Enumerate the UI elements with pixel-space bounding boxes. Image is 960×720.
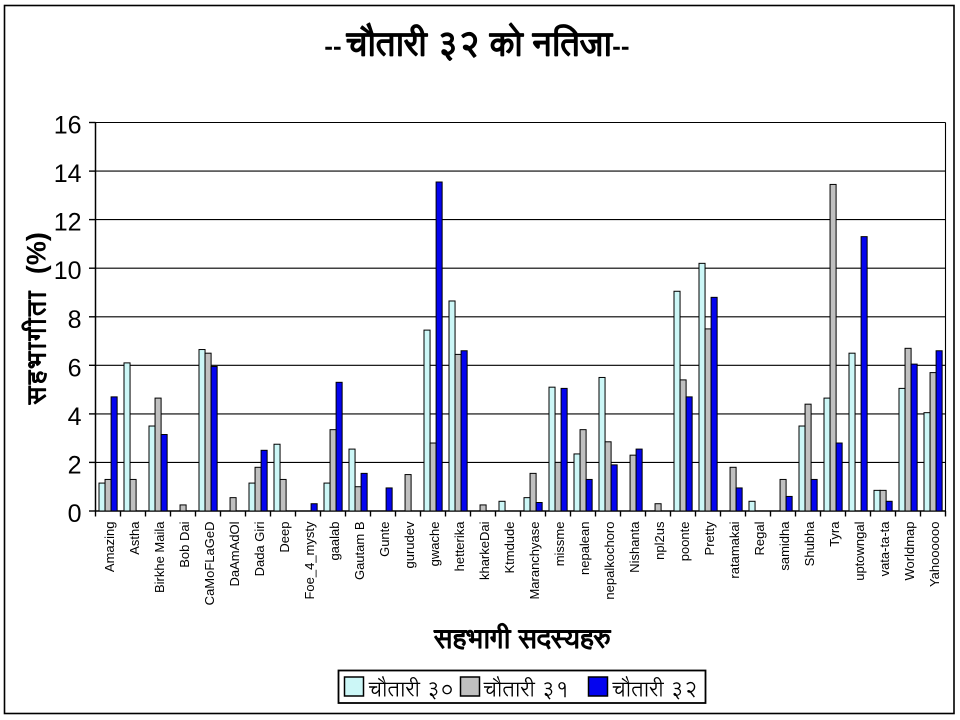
svg-text:10: 10	[54, 257, 82, 285]
svg-text:ratamakai: ratamakai	[727, 521, 742, 578]
svg-text:Gautam B: Gautam B	[352, 522, 367, 581]
svg-text:Amazing: Amazing	[102, 522, 117, 573]
svg-text:Maranchyase: Maranchyase	[527, 522, 542, 600]
svg-text:Deep: Deep	[277, 522, 292, 553]
svg-text:gurudev: gurudev	[402, 521, 417, 568]
svg-text:6: 6	[68, 354, 82, 382]
svg-text:vata-ta-ta: vata-ta-ta	[877, 521, 892, 577]
svg-text:Foe_4_mysty: Foe_4_mysty	[302, 521, 317, 600]
svg-text:Worldmap: Worldmap	[902, 522, 917, 581]
svg-text:Bob Dai: Bob Dai	[177, 521, 192, 567]
svg-text:Yahoooooo: Yahoooooo	[927, 522, 942, 588]
svg-text:Astha: Astha	[127, 521, 142, 555]
svg-text:missme: missme	[552, 522, 567, 567]
svg-text:Gunte: Gunte	[377, 522, 392, 557]
svg-text:2: 2	[68, 451, 82, 479]
svg-text:npl2us: npl2us	[652, 521, 667, 560]
svg-text:Ktmdude: Ktmdude	[502, 522, 517, 574]
svg-text:Tyra: Tyra	[827, 521, 842, 547]
svg-text:nepalkochoro: nepalkochoro	[602, 522, 617, 600]
svg-text:CaMoFLaGeD: CaMoFLaGeD	[202, 522, 217, 606]
svg-text:12: 12	[54, 209, 82, 237]
svg-text:Birkhe Maila: Birkhe Maila	[152, 521, 167, 593]
svg-text:DaAmAdOl: DaAmAdOl	[227, 521, 242, 586]
svg-text:Pretty: Pretty	[702, 521, 717, 555]
svg-text:14: 14	[54, 160, 82, 188]
svg-text:samidha: samidha	[777, 521, 792, 571]
svg-text:gaalab: gaalab	[327, 522, 342, 561]
svg-text:Shubha: Shubha	[802, 521, 817, 567]
svg-text:16: 16	[54, 112, 82, 140]
svg-text:Dada Giri: Dada Giri	[252, 521, 267, 576]
svg-text:8: 8	[68, 306, 82, 334]
svg-text:0: 0	[68, 500, 82, 528]
svg-text:poonte: poonte	[677, 522, 692, 562]
svg-text:Regal: Regal	[752, 521, 767, 555]
svg-text:kharkeDai: kharkeDai	[477, 521, 492, 580]
svg-text:nepalean: nepalean	[577, 522, 592, 576]
svg-text:uptowngal: uptowngal	[852, 521, 867, 580]
svg-text:hetterika: hetterika	[452, 521, 467, 572]
svg-text:4: 4	[68, 403, 82, 431]
svg-text:Nishanta: Nishanta	[627, 521, 642, 573]
svg-text:gwache: gwache	[427, 522, 442, 567]
